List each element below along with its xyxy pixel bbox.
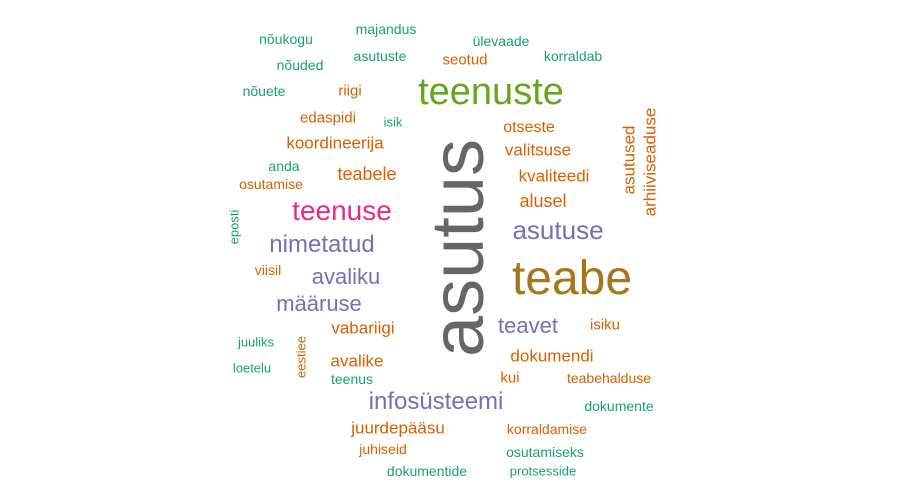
word-avalike: avalike	[330, 351, 384, 371]
word-isik: isik	[383, 114, 403, 130]
word-alusel: alusel	[519, 191, 567, 211]
word-osutamise: osutamise	[239, 176, 303, 192]
word-arhiiviseaduse: arhiiviseaduse	[640, 107, 660, 217]
word-teabele: teabele	[337, 164, 397, 184]
word-seotud: seotud	[442, 51, 488, 69]
word-teavet: teavet	[498, 313, 558, 338]
word-asutus: asutus	[416, 138, 499, 358]
word-teabe: teabe	[511, 252, 633, 305]
word-kui: kui	[500, 369, 520, 387]
word-korraldamise: korraldamise	[506, 421, 588, 437]
word-dokumendi: dokumendi	[510, 346, 594, 366]
word-riigi: riigi	[338, 82, 362, 100]
word-asutuste: asutuste	[353, 48, 407, 64]
word-loetelu: loetelu	[232, 360, 272, 376]
word-kvaliteedi: kvaliteedi	[518, 166, 590, 186]
word-protsesside: protsesside	[509, 463, 577, 479]
word-asutused: asutused	[619, 125, 639, 195]
word-osutamiseks: osutamiseks	[506, 444, 584, 460]
word-edaspidi: edaspidi	[300, 109, 356, 127]
word-asutuse: asutuse	[512, 215, 604, 245]
word-maaruse: määruse	[276, 291, 362, 316]
word-juhiseid: juhiseid	[359, 441, 407, 457]
word-isiku: isiku	[589, 316, 621, 334]
word-dokumente: dokumente	[584, 398, 654, 414]
word-majandus: majandus	[355, 21, 417, 37]
word-juurdepaasu: juurdepääsu	[351, 418, 445, 438]
word-avaliku: avaliku	[311, 264, 381, 289]
word-noukogu: nõukogu	[259, 31, 313, 47]
word-vabariigi: vabariigi	[331, 318, 395, 338]
word-eestiee: eestiee	[293, 336, 309, 378]
word-teenuse: teenuse	[292, 195, 392, 226]
word-teabehalduse: teabehalduse	[566, 370, 652, 386]
word-korraldab: korraldab	[543, 48, 603, 64]
word-viisil: viisil	[254, 262, 282, 278]
word-nouded: nõuded	[276, 57, 324, 73]
word-valitsuse: valitsuse	[504, 140, 572, 160]
word-otseste: otseste	[503, 119, 555, 136]
word-eposti: eposti	[226, 209, 242, 245]
word-teenuste: teenuste	[418, 71, 564, 113]
word-anda: anda	[268, 158, 300, 174]
word-koordineerija: koordineerija	[286, 133, 384, 153]
word-dokumentide: dokumentide	[386, 463, 468, 479]
word-nouete: nõuete	[242, 83, 286, 99]
word-infosusteemi: infosüsteemi	[368, 388, 504, 415]
word-ulevaade: ülevaade	[472, 33, 530, 49]
word-teenus: teenus	[330, 371, 374, 387]
word-juuliks: juuliks	[237, 334, 275, 350]
word-nimetatud: nimetatud	[269, 231, 375, 258]
